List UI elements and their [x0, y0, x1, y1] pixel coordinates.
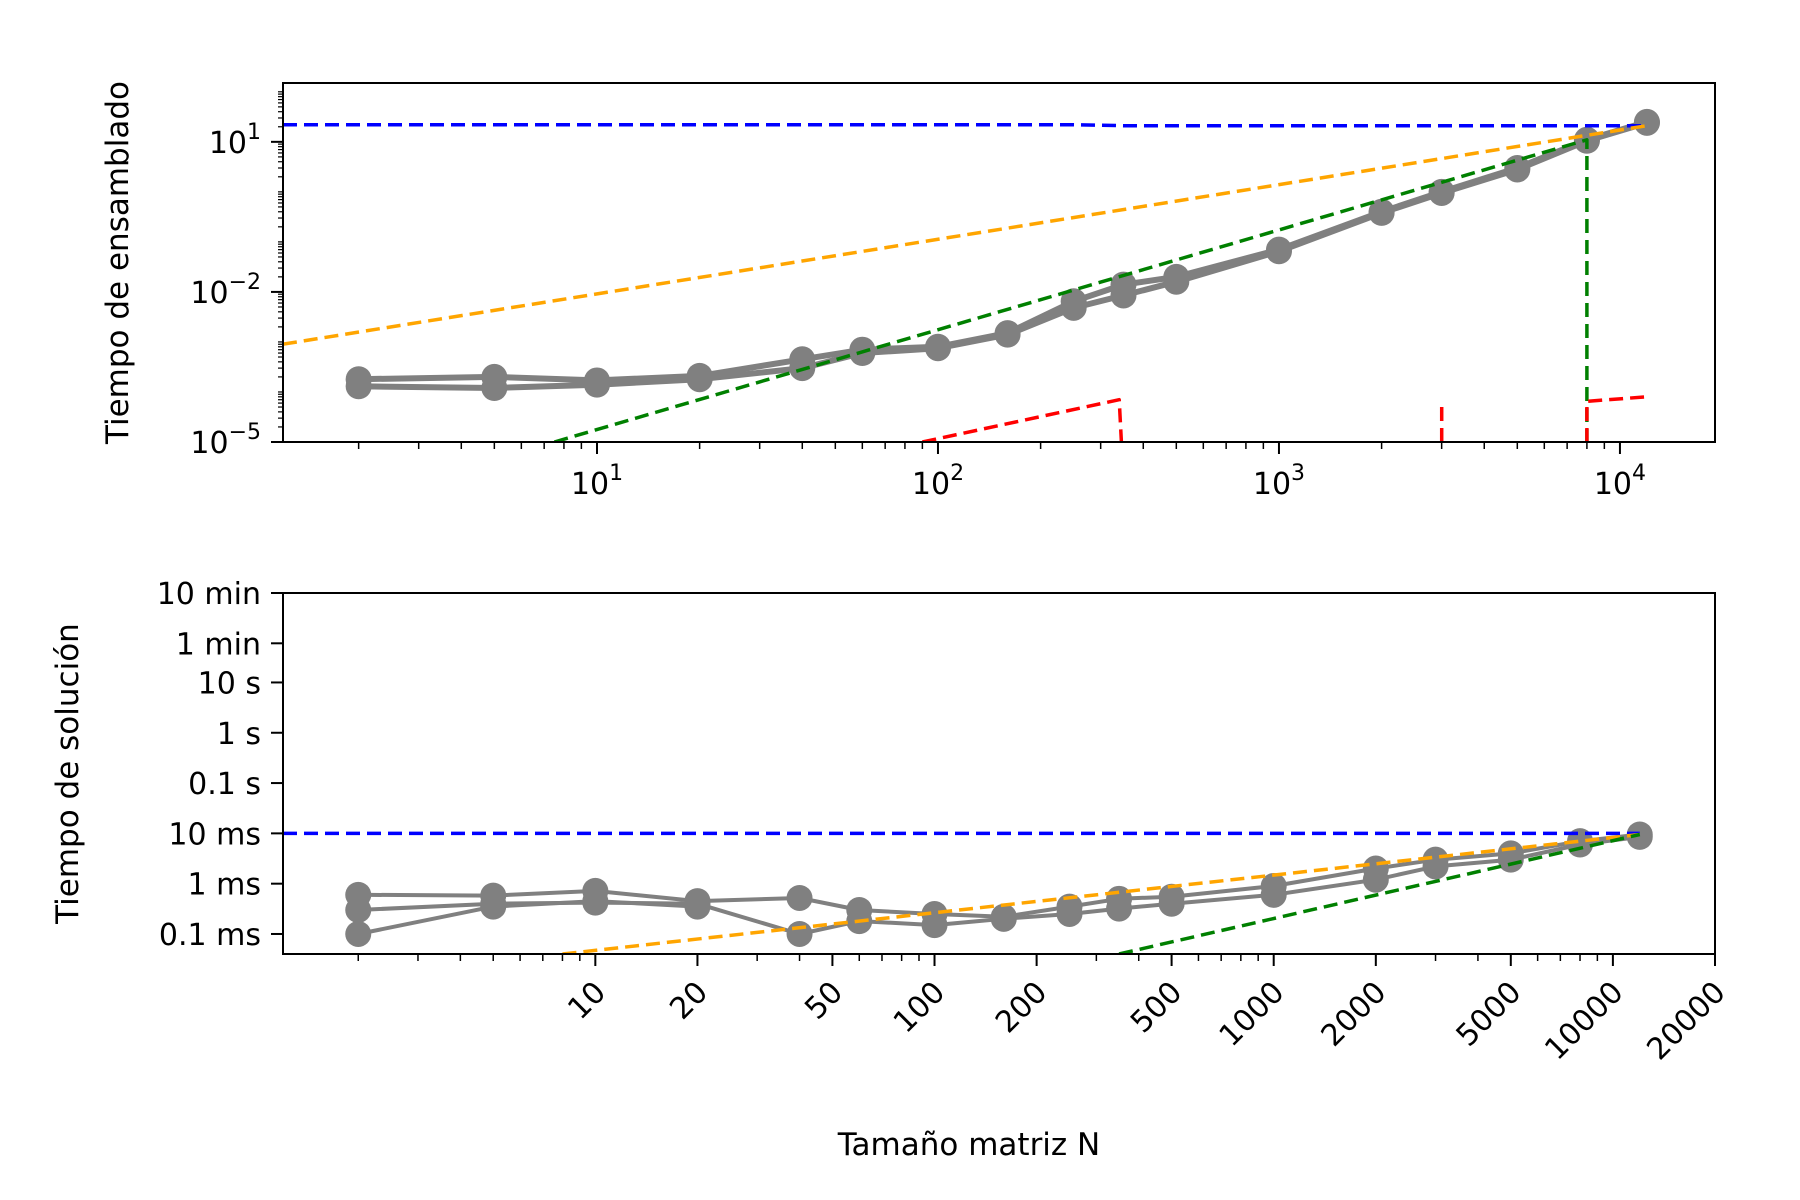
y-tick-label: 10−2: [190, 270, 261, 311]
y-tick-label: 1 s: [217, 717, 261, 752]
data-point: [990, 905, 1017, 932]
series-line: [283, 122, 1647, 128]
data-point: [1056, 900, 1083, 927]
data-point: [1265, 238, 1292, 265]
data-point: [994, 321, 1021, 348]
data-point: [1368, 199, 1395, 226]
data-point: [684, 893, 711, 920]
y-tick-label: 1 min: [176, 627, 261, 662]
data-point: [1158, 890, 1185, 917]
data-point: [583, 371, 610, 398]
x-axis-title: Tamaño matriz N: [837, 1127, 1101, 1163]
y-tick-label: 10−5: [190, 420, 261, 461]
data-point: [1106, 895, 1133, 922]
data-point: [924, 335, 951, 362]
axes-frame: [282, 592, 1716, 955]
y-tick-label: 10 s: [198, 666, 261, 701]
series-line: [283, 123, 1648, 346]
x-tick-label: 500: [1124, 975, 1189, 1040]
x-tick-label: 5000: [1450, 975, 1529, 1054]
series-line: [1118, 832, 1641, 954]
x-tick-label: 10: [561, 975, 613, 1027]
x-tick-label: 20000: [1640, 975, 1732, 1067]
data-point: [1626, 823, 1653, 850]
series-line: [358, 119, 1648, 391]
data-point: [786, 884, 813, 911]
data-point: [1428, 179, 1455, 206]
plot-area: [283, 821, 1653, 954]
x-tick-label: 10000: [1538, 975, 1630, 1067]
data-point: [1504, 156, 1531, 183]
series-line: [1585, 395, 1648, 442]
x-tick-label: 100: [887, 975, 952, 1040]
data-point: [1060, 294, 1087, 321]
x-tick-label: 50: [798, 975, 850, 1027]
data-point: [1362, 866, 1389, 893]
data-point: [345, 373, 372, 400]
y-tick-label: 10 ms: [168, 817, 261, 852]
data-point: [345, 920, 372, 947]
data-point: [582, 888, 609, 915]
x-tick-label: 103: [1253, 461, 1305, 502]
data-point: [481, 375, 508, 402]
plot-area: [283, 108, 1660, 442]
data-point: [1567, 831, 1594, 858]
axes-frame: [282, 82, 1716, 443]
series-line: [553, 138, 1589, 442]
series-line: [357, 899, 698, 936]
data-point: [1633, 109, 1660, 136]
x-tick-label: 200: [989, 975, 1054, 1040]
x-tick-label: 2000: [1315, 975, 1394, 1054]
data-point: [1497, 846, 1524, 873]
data-point: [480, 893, 507, 920]
y-tick-label: 0.1 ms: [159, 918, 261, 953]
data-point: [686, 366, 713, 393]
x-tick-label: 20: [663, 975, 715, 1027]
x-tick-label: 1000: [1213, 975, 1292, 1054]
data-point: [1422, 853, 1449, 880]
y-tick-label: 101: [209, 120, 261, 161]
y-axis-title: Tiempo de ensamblado: [100, 81, 136, 445]
series-line: [562, 832, 1640, 954]
data-point: [345, 896, 372, 923]
x-tick-label: 104: [1594, 461, 1646, 502]
data-point: [1110, 282, 1137, 309]
series-line: [922, 397, 1124, 442]
assembly-time-plot: 101 102 103 104 10−5 10−2 101 Tiempo de ensambl…: [100, 81, 1716, 502]
y-tick-label: 1 ms: [188, 868, 261, 903]
data-point: [1260, 881, 1287, 908]
data-point: [1163, 268, 1190, 295]
solution-time-plot: 10 20 50 100 200 500 1000 2000 5000 10000 20000 0.1…: [50, 577, 1733, 1163]
y-tick-label: 10 min: [157, 577, 261, 612]
y-axis-title: Tiempo de solución: [50, 623, 86, 925]
data-point: [921, 912, 948, 939]
x-tick-label: 102: [912, 461, 964, 502]
data-point: [786, 920, 813, 947]
y-tick-label: 0.1 s: [188, 767, 261, 802]
x-tick-label: 101: [571, 461, 623, 502]
